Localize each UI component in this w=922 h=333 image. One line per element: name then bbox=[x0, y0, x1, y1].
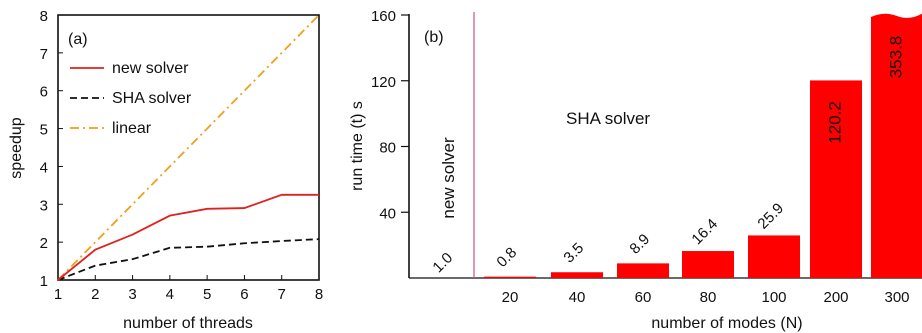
panel-b-y-tick-label: 80 bbox=[379, 140, 396, 157]
bar-value-label: 16.4 bbox=[688, 216, 721, 249]
panel-b-ticks: 40 80 120 160 bbox=[371, 8, 409, 222]
bar-value-label: 25.9 bbox=[754, 200, 787, 233]
panel-b-label: (b) bbox=[424, 29, 444, 46]
panel-a-x-tick-label: 8 bbox=[315, 286, 323, 303]
sha-solver-label: SHA solver bbox=[566, 109, 650, 128]
panel-a-plot-frame bbox=[57, 14, 320, 281]
panel-b-x-tick-label: 20 bbox=[502, 289, 519, 306]
panel-b-x-tick-label: 40 bbox=[569, 289, 586, 306]
panel-a-x-tick-label: 5 bbox=[203, 286, 211, 303]
panel-a-y-tick-label: 4 bbox=[40, 159, 48, 176]
panel-a-x-axis-label: number of threads bbox=[123, 315, 253, 332]
bar-value-label: 3.5 bbox=[560, 240, 587, 267]
panel-b-x-tick-label: 100 bbox=[761, 289, 786, 306]
bar-80 bbox=[682, 251, 734, 278]
bar-300 bbox=[871, 13, 922, 278]
series-line-new-solver bbox=[57, 193, 319, 281]
panel-a-line-chart: 1 2 3 4 5 6 7 8 1 2 3 4 5 6 7 8 (a) new solver SHA solve… bbox=[8, 8, 323, 332]
bar-value-label: 8.9 bbox=[626, 231, 653, 258]
bar-value-label: 0.8 bbox=[493, 244, 520, 271]
panel-a-legend: new solver SHA solver linear bbox=[70, 60, 192, 137]
panel-b-bars: 20 0.8 40 3.5 60 8.9 80 16.4 100 25.9 200 120.2 300 3… bbox=[484, 13, 922, 306]
new-solver-label: new solver bbox=[439, 137, 458, 219]
panel-a-x-tick-label: 7 bbox=[278, 286, 286, 303]
legend-label: new solver bbox=[112, 60, 189, 77]
series-line-linear bbox=[57, 14, 320, 281]
panel-b-y-axis-label: run time (t) s bbox=[349, 101, 366, 191]
panel-a-label: (a) bbox=[68, 31, 88, 48]
panel-a-y-tick-label: 1 bbox=[40, 273, 48, 290]
legend-label: SHA solver bbox=[112, 90, 192, 107]
panel-a-y-tick-label: 5 bbox=[40, 122, 48, 139]
panel-a-x-tick-label: 2 bbox=[91, 286, 99, 303]
panel-a-y-tick-label: 6 bbox=[40, 84, 48, 101]
bar-value-label: 353.8 bbox=[886, 36, 905, 79]
panel-b-y-tick-label: 160 bbox=[371, 8, 396, 25]
panel-a-x-tick-label: 3 bbox=[128, 286, 136, 303]
series-line-sha-solver bbox=[57, 238, 320, 281]
panel-b-x-tick-label: 60 bbox=[635, 289, 652, 306]
panel-b-x-tick-label: 200 bbox=[823, 289, 848, 306]
panel-a-x-tick-label: 4 bbox=[166, 286, 174, 303]
panel-b-x-axis-label: number of modes (N) bbox=[651, 315, 802, 332]
panel-a-lines bbox=[57, 14, 320, 281]
bar-100 bbox=[748, 235, 800, 278]
panel-a-y-tick-label: 8 bbox=[40, 8, 48, 25]
panel-a-y-tick-label: 7 bbox=[40, 46, 48, 63]
panel-b-x-tick-label: 80 bbox=[700, 289, 717, 306]
panel-b-x-tick-label: 300 bbox=[884, 289, 909, 306]
panel-a-y-tick-label: 3 bbox=[40, 197, 48, 214]
bar-20 bbox=[484, 276, 536, 278]
bar-40 bbox=[551, 272, 603, 278]
bar-value-label: 120.2 bbox=[825, 101, 844, 144]
panel-a-y-axis-label: speedup bbox=[8, 117, 25, 178]
legend-label: linear bbox=[112, 120, 152, 137]
bar-60 bbox=[617, 263, 669, 278]
panel-a-x-tick-label: 6 bbox=[240, 286, 248, 303]
new-solver-value-label: 1.0 bbox=[429, 249, 456, 276]
panel-b-y-tick-label: 40 bbox=[379, 205, 396, 222]
panel-a-y-tick-label: 2 bbox=[40, 235, 48, 252]
panel-b-y-tick-label: 120 bbox=[371, 74, 396, 91]
panel-a-x-tick-label: 1 bbox=[54, 286, 62, 303]
bar-200 bbox=[810, 80, 862, 278]
